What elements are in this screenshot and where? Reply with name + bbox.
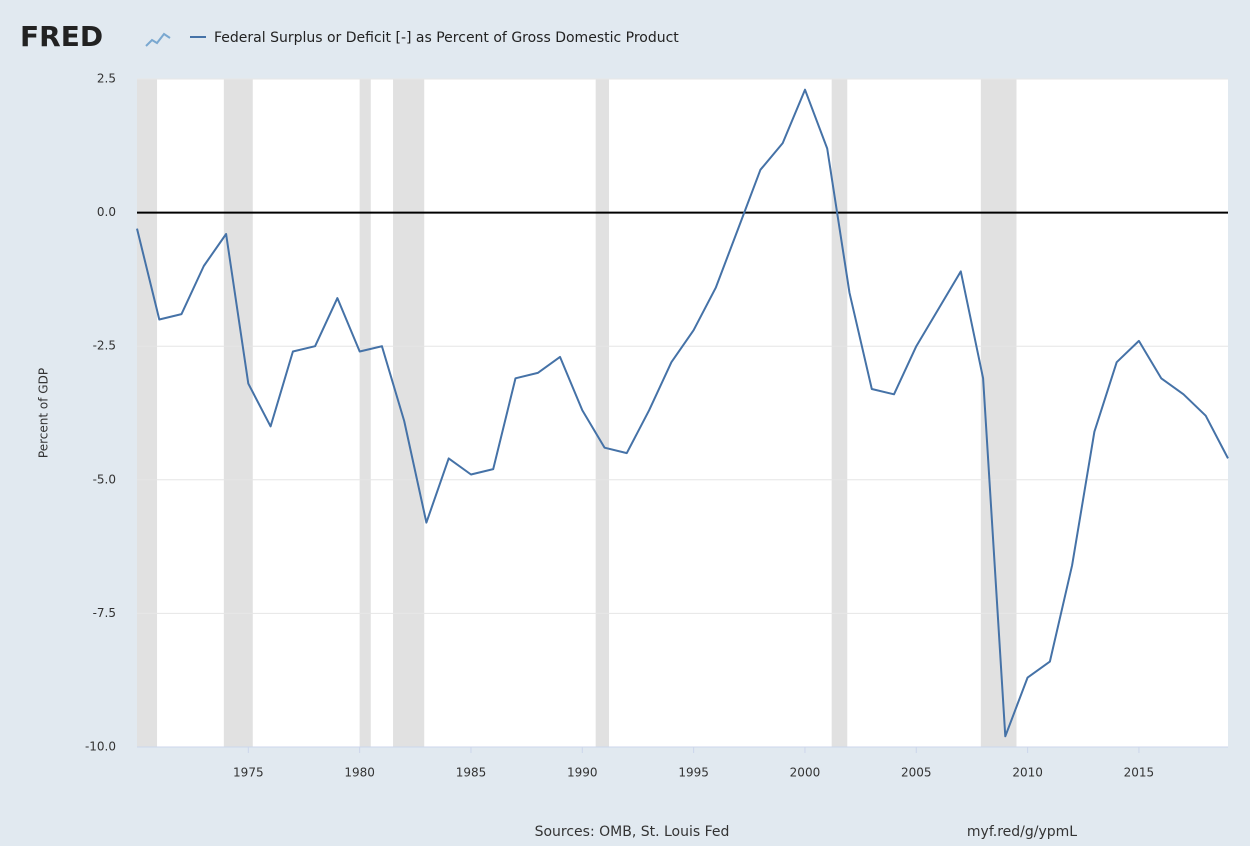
- source: Sources: OMB, St. Louis Fed: [535, 824, 730, 840]
- y-tick-label: -2.5: [93, 339, 116, 353]
- x-tick-label: 1995: [678, 766, 709, 780]
- recession-band: [137, 79, 158, 747]
- y-tick-label: 2.5: [97, 72, 116, 86]
- data-line: [136, 88, 1229, 738]
- x-tick-label: 2015: [1124, 766, 1155, 780]
- recession-band: [359, 79, 371, 747]
- recession-band: [595, 79, 610, 747]
- x-tick-label: 1985: [456, 766, 487, 780]
- recession-band: [831, 79, 848, 747]
- x-tick-label: 2005: [901, 766, 932, 780]
- y-tick-label: -5.0: [93, 472, 116, 486]
- y-tick-label: -7.5: [93, 606, 116, 620]
- x-tick-label: 1980: [344, 766, 375, 780]
- y-axis-label: Percent of GDP: [37, 368, 51, 458]
- legend-label: Federal Surplus or Deficit [-] as Percen…: [214, 30, 679, 46]
- y-tick-label: 0.0: [97, 205, 116, 219]
- link: myf.red/g/ypmL: [967, 824, 1077, 840]
- x-tick-label: 1975: [233, 766, 264, 780]
- x-tick-label: 2010: [1012, 766, 1043, 780]
- x-tick-label: 2000: [790, 766, 821, 780]
- logo: FRED: [20, 20, 103, 53]
- recession-band: [393, 79, 425, 747]
- recession-band: [223, 79, 253, 747]
- plot-area: [137, 79, 1228, 747]
- y-tick-label: -10.0: [85, 740, 116, 754]
- x-tick-label: 1990: [567, 766, 598, 780]
- logo-icon: [145, 32, 171, 47]
